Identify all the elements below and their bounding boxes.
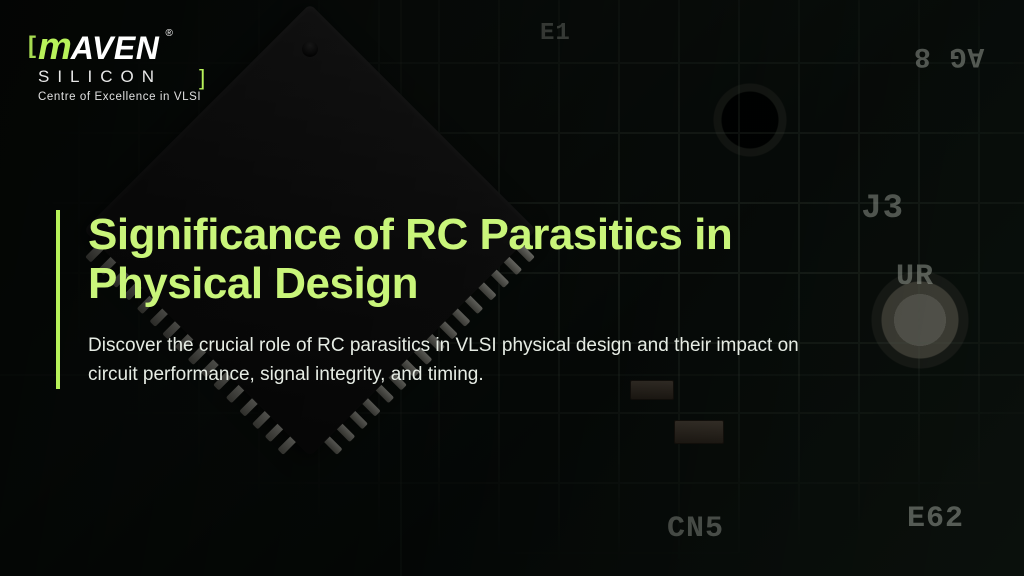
page-headline: Significance of RC Parasitics in Physica… <box>88 210 904 309</box>
brand-logo: m AVEN SILICON Centre of Excellence in V… <box>38 26 201 103</box>
logo-wordmark: m AVEN <box>38 26 201 69</box>
page-subhead: Discover the crucial role of RC parasiti… <box>88 331 848 390</box>
hero-banner: J3 UR CN5 E62 AG 8 E1 m AVEN SILICON Cen… <box>0 0 1024 576</box>
content-block: Significance of RC Parasitics in Physica… <box>56 210 904 389</box>
logo-rest: AVEN <box>71 30 160 67</box>
logo-subword: SILICON <box>38 67 201 87</box>
logo-tagline: Centre of Excellence in VLSI <box>38 91 201 103</box>
logo-initial: m <box>38 26 71 69</box>
